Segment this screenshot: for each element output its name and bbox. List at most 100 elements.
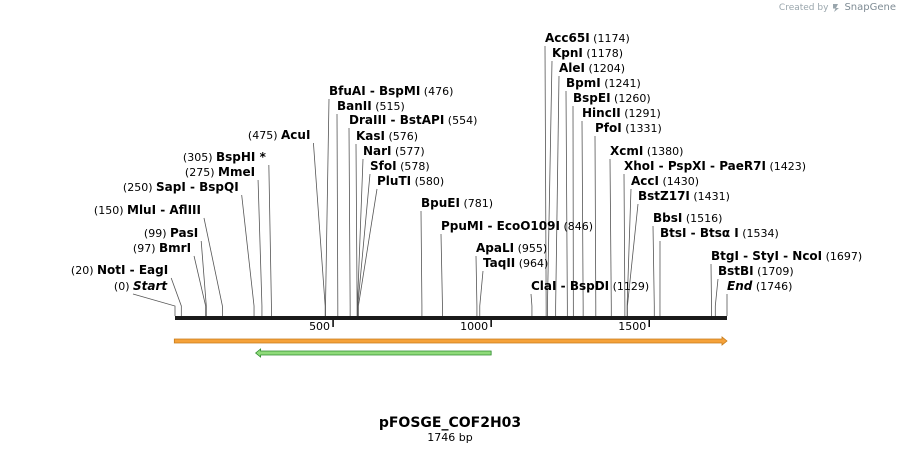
map-length: 1746 bp	[427, 431, 472, 444]
site-connector-line	[565, 90, 568, 316]
site-sapi[interactable]: (250) SapI - BspQI	[123, 180, 239, 194]
site-enzyme-name: TaqII	[483, 256, 515, 270]
site-enzyme-name: KasI	[356, 129, 385, 143]
backbone-bar	[175, 316, 727, 320]
site-connector-line	[193, 255, 207, 316]
site-label: PfoI (1331)	[595, 121, 662, 135]
site-enzyme-name: BstZ17I	[638, 189, 690, 203]
site-position: (476)	[420, 85, 453, 98]
site-start[interactable]: (0) Start	[114, 279, 168, 293]
site-clai[interactable]: ClaI - BspDI (1129)	[531, 279, 649, 293]
site-taqii[interactable]: TaqII (964)	[483, 256, 548, 270]
site-position: (1291)	[621, 107, 661, 120]
feature-orange-arrow	[173, 336, 728, 346]
site-enzyme-name: XcmI	[610, 144, 643, 158]
site-draiii[interactable]: DraIII - BstAPI (554)	[349, 113, 477, 127]
site-kasi[interactable]: KasI (576)	[356, 129, 418, 143]
map-title: pFOSGE_COF2H03	[379, 415, 521, 431]
site-position: (1260)	[611, 92, 651, 105]
site-label: (150) MluI - AflIII	[94, 203, 201, 217]
site-connector-line	[652, 225, 655, 316]
site-label: XcmI (1380)	[610, 144, 683, 158]
site-connector-line	[530, 293, 533, 316]
site-alei[interactable]: AleI (1204)	[559, 61, 625, 75]
site-enzyme-name: MmeI	[218, 165, 255, 179]
site-position: (576)	[385, 130, 418, 143]
site-bmri[interactable]: (97) BmrI	[133, 241, 191, 255]
site-position: (554)	[444, 114, 477, 127]
site-position: (955)	[514, 242, 547, 255]
site-label: ClaI - BspDI (1129)	[531, 279, 649, 293]
site-pfoi[interactable]: PfoI (1331)	[595, 121, 662, 135]
site-bsphi[interactable]: (305) BspHI *	[183, 150, 267, 164]
site-bpuei[interactable]: BpuEI (781)	[421, 196, 493, 210]
site-label: PpuMI - EcoO109I (846)	[441, 219, 593, 233]
site-sfoi[interactable]: SfoI (578)	[370, 159, 430, 173]
site-kpni[interactable]: KpnI (1178)	[552, 46, 623, 60]
site-label: KpnI (1178)	[552, 46, 623, 60]
site-position: (1746)	[752, 280, 792, 293]
site-xcmi[interactable]: XcmI (1380)	[610, 144, 683, 158]
site-enzyme-name: Acc65I	[545, 31, 590, 45]
site-ppumi[interactable]: PpuMI - EcoO109I (846)	[441, 219, 593, 233]
site-connector-line	[357, 173, 371, 316]
site-labels-group: (0) Start (20) NotI - EagI (97) BmrI(99) P…	[71, 31, 862, 293]
site-nari[interactable]: NarI (577)	[363, 144, 425, 158]
site-mmei[interactable]: (275) MmeI	[185, 165, 255, 179]
site-position: (1129)	[609, 280, 649, 293]
site-label: PluTI (580)	[377, 174, 444, 188]
site-enzyme-name: KpnI	[552, 46, 583, 60]
site-position: (275)	[185, 166, 218, 179]
site-label: BpuEI (781)	[421, 196, 493, 210]
site-bpmi[interactable]: BpmI (1241)	[566, 76, 641, 90]
site-pluti[interactable]: PluTI (580)	[377, 174, 444, 188]
ruler-tick-label: 500	[309, 320, 330, 333]
site-banii[interactable]: BanII (515)	[337, 99, 405, 113]
site-connector-line	[203, 217, 223, 316]
site-bbsi[interactable]: BbsI (1516)	[653, 211, 722, 225]
site-enzyme-name: AleI	[559, 61, 585, 75]
site-enzyme-name: BbsI	[653, 211, 682, 225]
site-connector-line	[714, 278, 719, 316]
site-hincii[interactable]: HincII (1291)	[582, 106, 661, 120]
site-enzyme-name: Start	[133, 279, 168, 293]
site-label: End (1746)	[727, 279, 792, 293]
site-noti[interactable]: (20) NotI - EagI	[71, 263, 168, 277]
site-mlui[interactable]: (150) MluI - AflIII	[94, 203, 201, 217]
site-position: (1241)	[601, 77, 641, 90]
site-acci[interactable]: AccI (1430)	[631, 174, 699, 188]
site-end[interactable]: End (1746)	[727, 279, 792, 293]
site-pasi[interactable]: (99) PasI	[144, 226, 198, 240]
site-bspei[interactable]: BspEI (1260)	[573, 91, 651, 105]
site-enzyme-name: SapI - BspQI	[156, 180, 239, 194]
site-position: (515)	[372, 100, 405, 113]
site-bstbi[interactable]: BstBI (1709)	[718, 264, 794, 278]
site-connector-line	[440, 233, 443, 316]
site-lines-group	[132, 45, 728, 316]
site-position: (964)	[515, 257, 548, 270]
site-connector-line	[475, 255, 478, 316]
site-label: (97) BmrI	[133, 241, 191, 255]
site-enzyme-name: BtgI - StyI - NcoI	[711, 249, 822, 263]
site-btgi[interactable]: BtgI - StyI - NcoI (1697)	[711, 249, 862, 263]
site-label: BtsI - Btsα I (1534)	[660, 226, 779, 240]
site-connector-line	[627, 203, 639, 316]
site-btsi[interactable]: BtsI - Btsα I (1534)	[660, 226, 779, 240]
site-bfuai[interactable]: BfuAI - BspMI (476)	[329, 84, 453, 98]
site-xhoi[interactable]: XhoI - PspXI - PaeR7I (1423)	[624, 159, 806, 173]
site-bstz17i[interactable]: BstZ17I (1431)	[638, 189, 730, 203]
site-position: (97)	[133, 242, 159, 255]
site-enzyme-name: PasI	[170, 226, 198, 240]
site-label: BpmI (1241)	[566, 76, 641, 90]
site-enzyme-name: BfuAI - BspMI	[329, 84, 420, 98]
site-label: KasI (576)	[356, 129, 418, 143]
site-position: (1709)	[754, 265, 794, 278]
site-position: (846)	[560, 220, 593, 233]
site-enzyme-name: PfoI	[595, 121, 622, 135]
site-apali[interactable]: ApaLI (955)	[476, 241, 547, 255]
site-acc65i[interactable]: Acc65I (1174)	[545, 31, 630, 45]
site-acui[interactable]: (475) AcuI	[248, 128, 311, 142]
site-connector-line	[268, 164, 272, 316]
site-connector-line	[348, 127, 351, 316]
site-position: (1380)	[643, 145, 683, 158]
